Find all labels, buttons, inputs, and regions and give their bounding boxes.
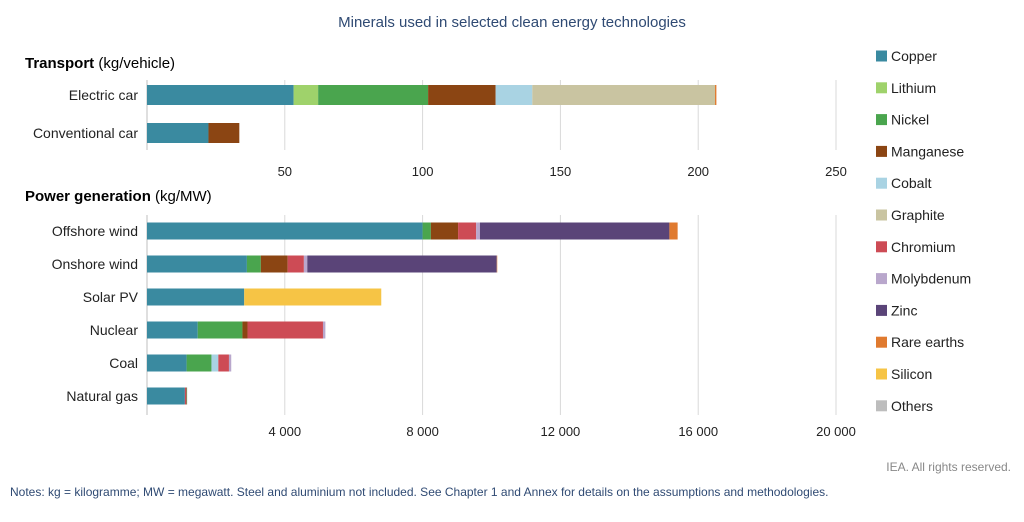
notes-text: Notes: kg = kilogramme; MW = megawatt. S… bbox=[10, 485, 828, 499]
bar-segment-electric-car-rare-earths bbox=[715, 85, 717, 105]
category-label-solar-pv: Solar PV bbox=[83, 289, 139, 305]
transport-panel-title: Transport (kg/vehicle) bbox=[25, 55, 175, 72]
bar-segment-conventional-car-manganese bbox=[208, 123, 240, 143]
bar-segment-nuclear-copper bbox=[147, 321, 198, 339]
legend-swatch-copper bbox=[876, 50, 887, 62]
bar-segment-offshore-wind-copper bbox=[147, 222, 423, 240]
category-label-offshore-wind: Offshore wind bbox=[52, 223, 138, 239]
category-label-onshore-wind: Onshore wind bbox=[52, 256, 138, 272]
labels-layer: 50 100 150 200 250 Electric car Conventional c… bbox=[33, 87, 856, 439]
legend-label-molybdenum: Molybdenum bbox=[891, 271, 971, 287]
bar-segment-electric-car-cobalt bbox=[495, 85, 533, 105]
transport-tick-label: 250 bbox=[825, 164, 847, 179]
power-generation-tick-label: 16 000 bbox=[678, 424, 718, 439]
bar-segment-nuclear-chromium bbox=[247, 321, 323, 339]
bar-segment-nuclear-manganese bbox=[242, 321, 248, 339]
bar-segment-onshore-wind-nickel bbox=[246, 255, 261, 273]
bar-segment-offshore-wind-molybdenum bbox=[476, 222, 480, 240]
legend-swatch-molybdenum bbox=[876, 273, 887, 285]
category-label-conventional-car: Conventional car bbox=[33, 125, 138, 141]
bar-segment-solar-pv-copper bbox=[147, 288, 245, 306]
legend-label-lithium: Lithium bbox=[891, 80, 936, 96]
legend-swatch-lithium bbox=[876, 82, 887, 94]
category-label-electric-car: Electric car bbox=[69, 87, 139, 103]
bar-segment-onshore-wind-copper bbox=[147, 255, 247, 273]
legend-label-graphite: Graphite bbox=[891, 207, 945, 223]
bar-segment-coal-chromium bbox=[218, 354, 229, 372]
bar-segment-coal-copper bbox=[147, 354, 187, 372]
bar-segment-electric-car-copper bbox=[147, 85, 294, 105]
category-label-coal: Coal bbox=[109, 355, 138, 371]
power-panel-title: Power generation (kg/MW) bbox=[25, 188, 212, 205]
bar-segment-natural-gas-chromium bbox=[184, 387, 187, 405]
bar-segment-offshore-wind-manganese bbox=[430, 222, 459, 240]
legend-swatch-rare-earths bbox=[876, 336, 887, 348]
bar-segment-electric-car-graphite bbox=[532, 85, 716, 105]
legend-swatch-others bbox=[876, 400, 887, 412]
bar-segment-nuclear-nickel bbox=[197, 321, 243, 339]
legend-label-manganese: Manganese bbox=[891, 143, 964, 159]
bar-segment-offshore-wind-zinc bbox=[479, 222, 670, 240]
legend-label-rare-earths: Rare earths bbox=[891, 334, 964, 350]
bar-segment-offshore-wind-rare-earths bbox=[669, 222, 678, 240]
power-generation-tick-label: 20 000 bbox=[816, 424, 856, 439]
legend-swatch-zinc bbox=[876, 304, 887, 316]
bar-segment-natural-gas-nickel bbox=[186, 387, 188, 405]
chart-title: Minerals used in selected clean energy t… bbox=[338, 14, 686, 31]
transport-title-unit: (kg/vehicle) bbox=[94, 55, 175, 72]
legend-swatch-graphite bbox=[876, 209, 887, 221]
grid-layer bbox=[146, 80, 837, 415]
legend-label-zinc: Zinc bbox=[891, 302, 917, 318]
legend-swatch-nickel bbox=[876, 114, 887, 126]
bar-segment-nuclear-molybdenum bbox=[322, 321, 326, 339]
bar-segment-onshore-wind-manganese bbox=[260, 255, 288, 273]
legend-swatch-chromium bbox=[876, 241, 887, 253]
legend-label-cobalt: Cobalt bbox=[891, 175, 932, 191]
legend-swatch-silicon bbox=[876, 368, 887, 380]
bar-segment-electric-car-nickel bbox=[318, 85, 429, 105]
bar-segment-natural-gas-copper bbox=[147, 387, 185, 405]
category-label-natural-gas: Natural gas bbox=[66, 388, 138, 404]
power-title-unit: (kg/MW) bbox=[151, 188, 212, 205]
bar-segment-offshore-wind-chromium bbox=[458, 222, 477, 240]
transport-title-bold: Transport bbox=[25, 55, 94, 72]
legend-label-others: Others bbox=[891, 398, 933, 414]
bar-segment-electric-car-lithium bbox=[293, 85, 319, 105]
power-generation-tick-label: 4 000 bbox=[269, 424, 302, 439]
legend-swatch-manganese bbox=[876, 145, 887, 157]
bar-segment-electric-car-manganese bbox=[428, 85, 496, 105]
bar-segment-onshore-wind-zinc bbox=[307, 255, 497, 273]
legend-label-chromium: Chromium bbox=[891, 239, 956, 255]
legend-label-copper: Copper bbox=[891, 48, 937, 64]
transport-tick-label: 100 bbox=[412, 164, 434, 179]
bar-segment-coal-cobalt bbox=[211, 354, 219, 372]
credit-text: IEA. All rights reserved. bbox=[886, 460, 1011, 474]
transport-tick-label: 150 bbox=[550, 164, 572, 179]
bar-segment-coal-nickel bbox=[186, 354, 212, 372]
legend: Copper Lithium Nickel Manganese Cobalt Graphi… bbox=[876, 48, 971, 414]
transport-tick-label: 200 bbox=[687, 164, 709, 179]
bar-segment-solar-pv-silicon bbox=[244, 288, 382, 306]
power-generation-tick-label: 8 000 bbox=[406, 424, 439, 439]
bars-layer bbox=[147, 85, 717, 405]
transport-tick-label: 50 bbox=[278, 164, 292, 179]
power-title-bold: Power generation bbox=[25, 188, 151, 205]
legend-swatch-cobalt bbox=[876, 177, 887, 189]
bar-segment-onshore-wind-molybdenum bbox=[303, 255, 308, 273]
power-generation-tick-label: 12 000 bbox=[541, 424, 581, 439]
bar-segment-conventional-car-copper bbox=[147, 123, 209, 143]
bar-segment-offshore-wind-nickel bbox=[422, 222, 431, 240]
category-label-nuclear: Nuclear bbox=[90, 322, 139, 338]
bar-segment-onshore-wind-chromium bbox=[287, 255, 304, 273]
legend-label-silicon: Silicon bbox=[891, 366, 932, 382]
legend-label-nickel: Nickel bbox=[891, 112, 929, 128]
bar-segment-coal-molybdenum bbox=[228, 354, 232, 372]
